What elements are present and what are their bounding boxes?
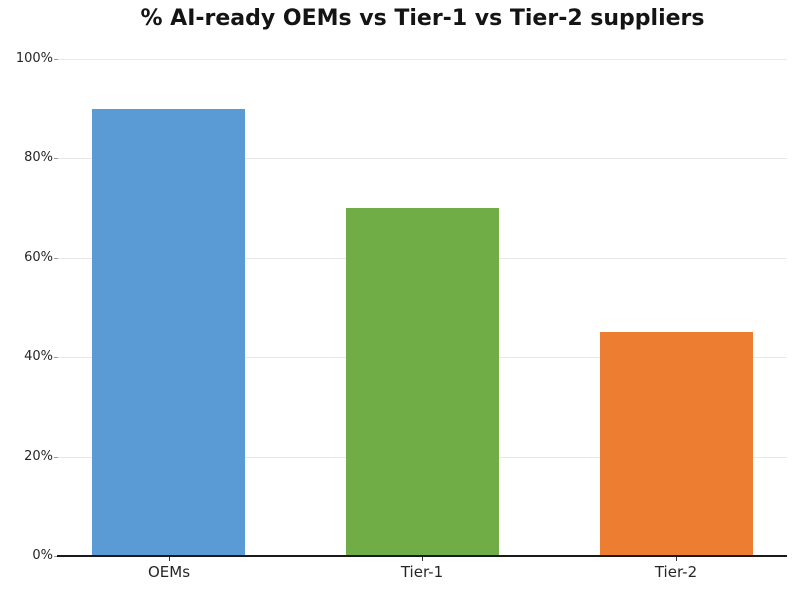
y-axis-tick xyxy=(54,158,58,159)
y-axis-tick xyxy=(54,556,58,557)
x-tick-label-tier-1: Tier-1 xyxy=(400,563,444,581)
x-tick-label-oems: OEMs xyxy=(147,563,191,581)
bar-tier-2 xyxy=(600,332,753,556)
bar-tier-1 xyxy=(346,208,499,556)
y-tick-label: 20% xyxy=(24,449,53,464)
chart-title: % AI-ready OEMs vs Tier-1 vs Tier-2 supp… xyxy=(140,6,705,31)
y-tick-label: 80% xyxy=(24,150,53,165)
y-tick-label: 40% xyxy=(24,349,53,364)
x-axis-tick xyxy=(169,557,170,561)
y-tick-label: 100% xyxy=(15,51,53,66)
x-axis-line xyxy=(57,555,787,557)
gridline-80% xyxy=(58,158,787,159)
x-tick-label-tier-2: Tier-2 xyxy=(654,563,698,581)
y-tick-label: 0% xyxy=(32,548,53,563)
bar-oems xyxy=(92,109,245,556)
y-axis-tick xyxy=(54,59,58,60)
y-tick-label: 60% xyxy=(24,250,53,265)
y-axis-tick xyxy=(54,258,58,259)
y-axis-tick xyxy=(54,357,58,358)
x-axis-tick xyxy=(676,557,677,561)
x-axis-tick xyxy=(422,557,423,561)
y-axis-tick xyxy=(54,457,58,458)
gridline-100% xyxy=(58,59,787,60)
